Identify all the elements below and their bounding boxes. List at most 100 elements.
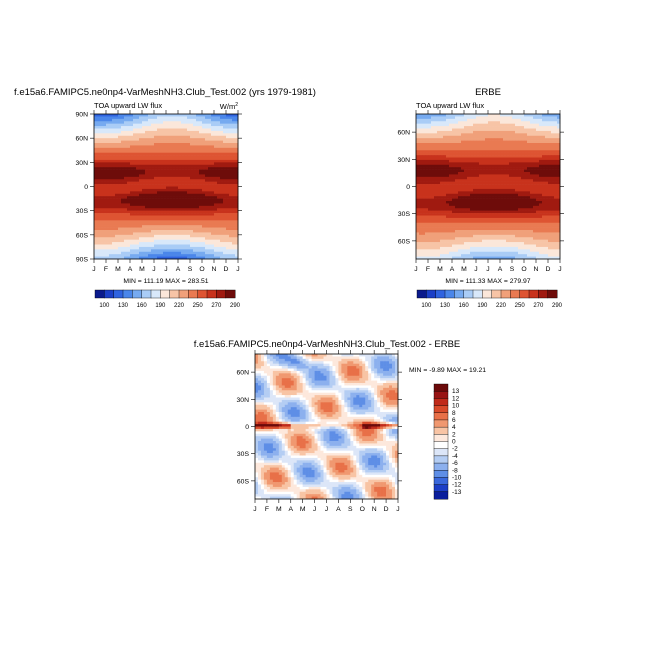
panel1-plot-cell [205,213,209,216]
panel1-plot-cell [232,118,236,122]
panel1-plot-cell [232,176,236,180]
panel2-plot-cell [500,215,504,219]
panel2-plot-cell [470,133,474,137]
panel1-plot-cell [220,208,224,211]
panel1-plot-cell [181,176,185,180]
panel1-plot-cell [184,188,188,192]
panel2-plot-cell [431,237,435,240]
panel2-plot-cell [491,225,495,228]
panel1-plot-cell [226,239,230,243]
panel2-plot-cell [437,220,441,224]
panel1-plot-cell [226,138,230,141]
panel2-plot-cell [464,126,468,129]
panel2-plot-cell [509,230,513,233]
panel1-plot-cell [232,159,236,163]
panel2-plot-cell [485,147,489,151]
panel2-plot-cell [461,114,465,117]
panel1-plot-cell [154,208,158,211]
panel2-plot-cell [479,167,483,170]
panel2-plot-cell [491,152,495,156]
panel2-plot-cell [443,140,447,144]
panel1-plot-cell [190,145,194,149]
panel2-plot-cell [509,169,513,173]
panel1-plot-cell [214,246,218,250]
panel2-plot-cell [479,225,483,228]
panel2-plot-cell [461,246,465,250]
panel1-plot-cell [142,254,146,257]
panel1-plot-cell [154,234,158,238]
panel2-plot-cell [473,227,477,231]
panel2-plot-cell [482,208,486,211]
panel2-plot-cell [467,118,471,122]
panel2-plot-cell [506,225,510,228]
panel1-plot-cell [130,121,134,124]
panel2-plot-cell [494,128,498,132]
panel1-plot-cell [157,234,161,238]
panel2-plot-cell [476,191,480,195]
panel1-plot-cell [130,152,134,156]
panel1-plot-cell [115,133,119,137]
panel1-plot-cell [157,242,161,245]
panel2-plot-cell [419,150,423,153]
panel1-plot-cell [211,188,215,192]
panel2-plot-cell [437,162,441,166]
panel2-plot-cell [443,256,447,260]
panel2-plot-cell [464,193,468,197]
panel1-plot-cell [166,116,170,120]
panel1-plot-cell [211,234,215,238]
panel2-plot-cell [512,184,516,187]
panel1-plot-cell [97,225,101,228]
panel1-plot-cell [199,230,203,233]
panel2-plot-cell [488,128,492,132]
panel2-plot-cell [503,159,507,163]
panel1-plot-cell [232,174,236,178]
panel1-plot-cell [178,208,182,211]
panel1-plot-cell [184,234,188,238]
panel2-plot-cell [503,230,507,233]
panel1-plot-cell [211,174,215,178]
panel1-plot-cell [184,126,188,129]
panel2-plot-cell [485,150,489,153]
panel1-plot-cell [211,116,215,120]
panel2-plot-cell [422,251,426,255]
panel1-plot-cell [178,186,182,190]
panel1-plot-cell [154,150,158,153]
panel2-plot-cell [440,237,444,240]
panel1-plot-cell [187,210,191,214]
panel2-plot-cell [479,232,483,236]
panel1-plot-cell [223,210,227,214]
panel1-colorbar-label: 290 [230,303,241,309]
panel2-plot-cell [467,230,471,233]
panel2-plot-cell [497,121,501,124]
panel1-plot-cell [157,164,161,168]
panel2-plot-cell [431,179,435,182]
panel2-plot-cell [482,239,486,243]
panel2-plot-cell [470,140,474,144]
panel1-plot-cell [172,133,176,137]
panel1-plot-cell [112,167,116,170]
panel1-plot-cell [109,126,113,129]
panel1-plot-cell [235,227,239,231]
panel1-plot-cell [190,251,194,255]
panel1-plot-cell [97,155,101,158]
panel2-plot-cell [437,138,441,141]
panel2-plot-cell [494,256,498,260]
panel1-plot-cell [142,140,146,144]
panel2-plot-cell [440,208,444,211]
panel2-plot-cell [464,152,468,156]
panel2-plot-cell [452,225,456,228]
panel2-plot-cell [476,251,480,255]
panel1-plot-cell [217,123,221,127]
panel2-plot-cell [446,196,450,199]
panel1-plot-cell [124,114,128,117]
panel1-plot-cell [112,230,116,233]
panel1-plot-cell [115,242,119,245]
panel2-plot-cell [449,118,453,122]
panel2-plot-cell [446,242,450,245]
panel2-plot-cell [509,246,513,250]
panel1-plot-cell [139,147,143,151]
panel2-plot-cell [449,208,453,211]
panel1-plot-cell [136,118,140,122]
panel2-plot-cell [455,140,459,144]
panel1-plot-cell [154,133,158,137]
